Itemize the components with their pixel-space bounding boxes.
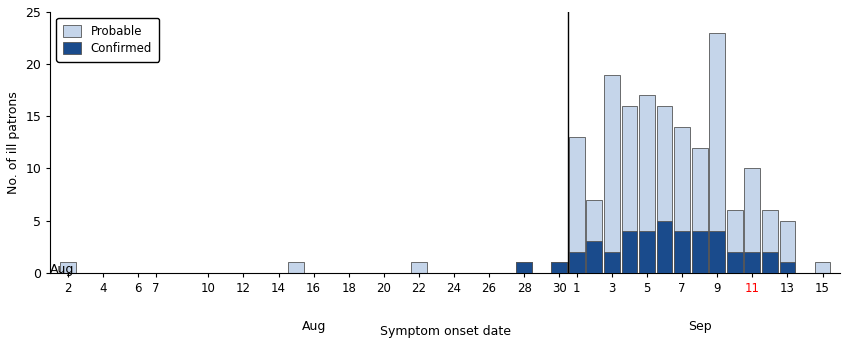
Bar <box>656 106 673 273</box>
Bar <box>727 252 743 273</box>
Text: Aug: Aug <box>302 320 326 333</box>
Bar <box>288 262 304 273</box>
Bar <box>656 221 673 273</box>
Bar <box>551 262 567 273</box>
Legend: Probable, Confirmed: Probable, Confirmed <box>56 18 159 62</box>
Bar <box>674 231 690 273</box>
Bar <box>411 262 427 273</box>
Text: Aug: Aug <box>51 263 75 276</box>
Bar <box>762 252 778 273</box>
Bar <box>727 210 743 273</box>
Bar <box>517 262 532 273</box>
Bar <box>745 252 761 273</box>
Bar <box>604 252 620 273</box>
Bar <box>60 262 76 273</box>
Bar <box>692 231 707 273</box>
Bar <box>745 168 761 273</box>
Bar <box>709 231 725 273</box>
Text: Sep: Sep <box>688 320 711 333</box>
X-axis label: Symptom onset date: Symptom onset date <box>379 325 511 338</box>
Bar <box>622 231 638 273</box>
Bar <box>762 210 778 273</box>
Y-axis label: No. of ill patrons: No. of ill patrons <box>7 91 20 194</box>
Bar <box>569 137 584 273</box>
Bar <box>639 231 655 273</box>
Bar <box>709 33 725 273</box>
Bar <box>551 262 567 273</box>
Bar <box>692 148 707 273</box>
Bar <box>674 127 690 273</box>
Bar <box>779 262 795 273</box>
Bar <box>586 241 602 273</box>
Bar <box>779 221 795 273</box>
Bar <box>569 252 584 273</box>
Bar <box>639 95 655 273</box>
Bar <box>815 262 830 273</box>
Bar <box>586 200 602 273</box>
Bar <box>622 106 638 273</box>
Bar <box>604 75 620 273</box>
Bar <box>517 262 532 273</box>
